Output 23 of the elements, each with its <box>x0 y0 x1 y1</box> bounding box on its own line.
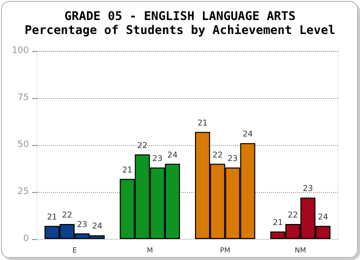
text: 23 <box>302 184 313 194</box>
chart-subtitle: Percentage of Students by Achievement Level <box>24 23 336 37</box>
text: 23 <box>228 154 238 164</box>
series-label: 21 <box>46 212 58 222</box>
y-tick-label: 100 <box>12 46 30 56</box>
text: 22 <box>212 150 223 160</box>
series-label: 23 <box>77 220 88 229</box>
chart-title: GRADE 05 - ENGLISH LANGUAGE ARTS <box>64 9 296 23</box>
text: 24 <box>318 212 328 222</box>
text: 21 <box>197 118 208 128</box>
series-label: 24 <box>92 222 102 231</box>
y-tick-label: 75 <box>18 93 29 103</box>
text: 21 <box>122 165 132 174</box>
y-tick-label: 25 <box>18 187 29 197</box>
text: 22 <box>137 140 148 150</box>
text: 24 <box>167 150 178 160</box>
y-tick-label: 50 <box>18 140 30 150</box>
text: 24 <box>242 130 253 139</box>
text: 22 <box>288 210 298 220</box>
text: 23 <box>152 154 162 164</box>
y-tick-label: 0 <box>23 234 30 244</box>
text: 21 <box>272 218 283 227</box>
series-label: 22 <box>62 210 72 220</box>
